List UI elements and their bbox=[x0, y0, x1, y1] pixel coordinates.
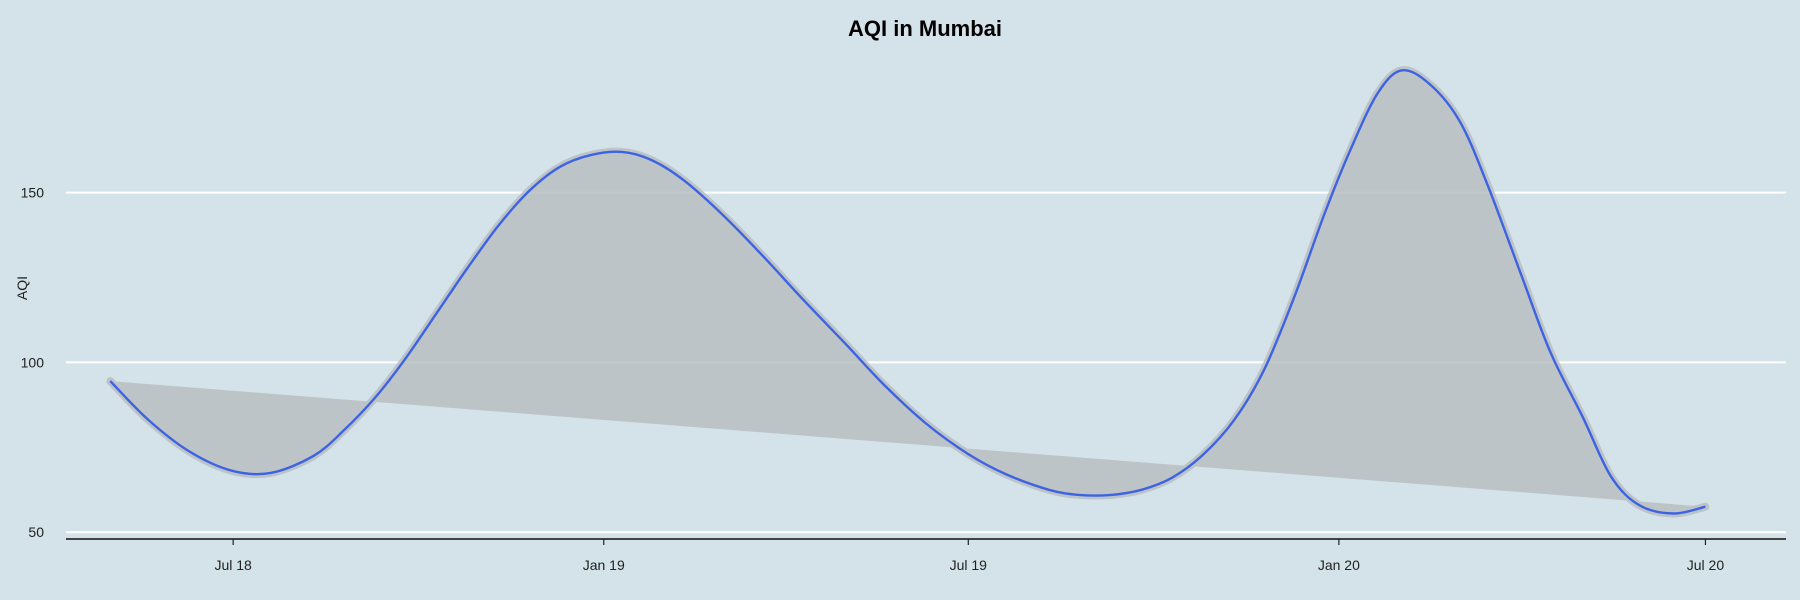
y-axis-label: AQI bbox=[14, 276, 30, 300]
y-tick-label: 50 bbox=[28, 524, 44, 540]
chart-title: AQI in Mumbai bbox=[848, 16, 1002, 41]
aqi-series-line bbox=[109, 68, 1706, 515]
x-tick-label: Jul 18 bbox=[214, 557, 252, 573]
y-axis-ticks: 50 100 150 bbox=[21, 185, 45, 541]
x-tick-label: Jul 20 bbox=[1687, 557, 1725, 573]
y-tick-label: 100 bbox=[21, 354, 45, 370]
x-tick-label: Jan 20 bbox=[1318, 557, 1360, 573]
x-tick-label: Jan 19 bbox=[583, 557, 625, 573]
series-line-group bbox=[109, 68, 1706, 515]
x-axis-ticks: Jul 18 Jan 19 Jul 19 Jan 20 Jul 20 bbox=[214, 539, 1724, 573]
y-tick-label: 150 bbox=[21, 185, 45, 201]
x-tick-label: Jul 19 bbox=[950, 557, 988, 573]
